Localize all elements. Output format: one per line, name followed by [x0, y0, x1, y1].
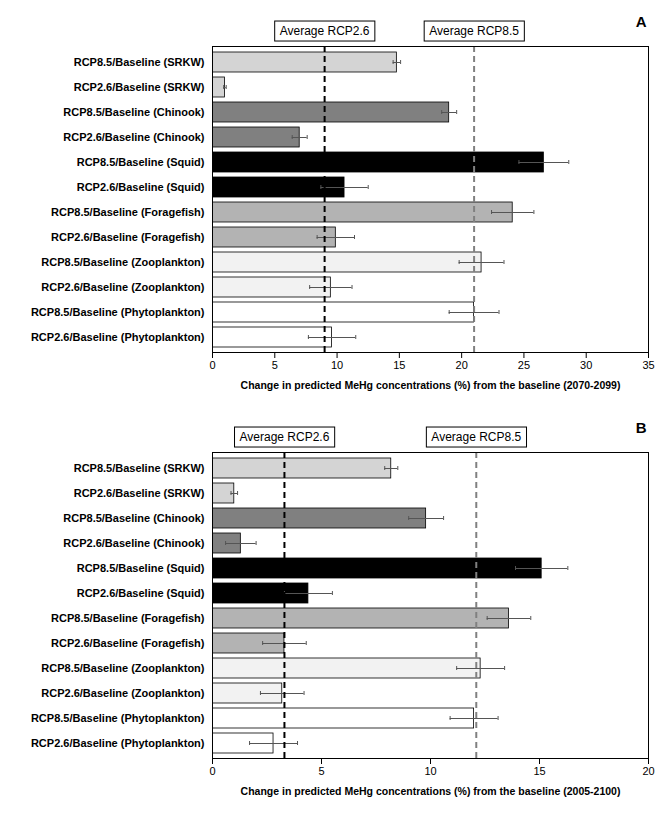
svg-text:RCP8.5/Baseline (Squid): RCP8.5/Baseline (Squid) — [77, 562, 205, 574]
svg-text:Average RCP2.6: Average RCP2.6 — [280, 24, 370, 38]
svg-text:Average RCP8.5: Average RCP8.5 — [431, 430, 521, 444]
svg-text:10: 10 — [424, 765, 436, 777]
svg-text:RCP8.5/Baseline (Squid): RCP8.5/Baseline (Squid) — [77, 156, 205, 168]
svg-text:RCP2.6/Baseline (Squid): RCP2.6/Baseline (Squid) — [77, 181, 205, 193]
svg-text:RCP2.6/Baseline (Zooplankton): RCP2.6/Baseline (Zooplankton) — [41, 281, 205, 293]
svg-text:A: A — [636, 13, 647, 30]
svg-text:RCP2.6/Baseline (Chinook): RCP2.6/Baseline (Chinook) — [63, 131, 205, 143]
svg-text:20: 20 — [456, 359, 468, 371]
svg-text:20: 20 — [642, 765, 654, 777]
svg-text:RCP2.6/Baseline (SRKW): RCP2.6/Baseline (SRKW) — [74, 81, 205, 93]
svg-text:RCP2.6/Baseline (Squid): RCP2.6/Baseline (Squid) — [77, 587, 205, 599]
svg-text:5: 5 — [272, 359, 278, 371]
svg-text:RCP2.6/Baseline (Zooplankton): RCP2.6/Baseline (Zooplankton) — [41, 687, 205, 699]
svg-text:RCP8.5/Baseline (Chinook): RCP8.5/Baseline (Chinook) — [63, 106, 205, 118]
svg-text:RCP8.5/Baseline (Foragefish): RCP8.5/Baseline (Foragefish) — [51, 612, 205, 624]
svg-text:RCP8.5/Baseline (Zooplankton): RCP8.5/Baseline (Zooplankton) — [41, 256, 205, 268]
svg-text:RCP8.5/Baseline (SRKW): RCP8.5/Baseline (SRKW) — [74, 56, 205, 68]
svg-text:RCP2.6/Baseline (Foragefish): RCP2.6/Baseline (Foragefish) — [51, 231, 205, 243]
svg-text:30: 30 — [580, 359, 592, 371]
svg-text:B: B — [636, 419, 647, 436]
svg-text:35: 35 — [642, 359, 654, 371]
svg-text:RCP2.6/Baseline (Foragefish): RCP2.6/Baseline (Foragefish) — [51, 637, 205, 649]
svg-text:RCP8.5/Baseline (Chinook): RCP8.5/Baseline (Chinook) — [63, 512, 205, 524]
svg-text:RCP8.5/Baseline (Phytoplankton: RCP8.5/Baseline (Phytoplankton) — [31, 712, 205, 724]
svg-text:RCP2.6/Baseline (SRKW): RCP2.6/Baseline (SRKW) — [74, 487, 205, 499]
svg-text:Average RCP8.5: Average RCP8.5 — [429, 24, 519, 38]
svg-text:25: 25 — [518, 359, 530, 371]
svg-text:Change in predicted MeHg conce: Change in predicted MeHg concentrations … — [241, 379, 621, 391]
svg-text:Average RCP2.6: Average RCP2.6 — [240, 430, 330, 444]
svg-text:RCP2.6/Baseline (Phytoplankton: RCP2.6/Baseline (Phytoplankton) — [31, 331, 205, 343]
svg-text:0: 0 — [209, 765, 215, 777]
svg-text:15: 15 — [393, 359, 405, 371]
svg-text:RCP8.5/Baseline (Foragefish): RCP8.5/Baseline (Foragefish) — [51, 206, 205, 218]
svg-text:RCP2.6/Baseline (Phytoplankton: RCP2.6/Baseline (Phytoplankton) — [31, 737, 205, 749]
svg-text:5: 5 — [318, 765, 324, 777]
svg-text:Change in predicted MeHg conce: Change in predicted MeHg concentrations … — [241, 785, 621, 797]
svg-text:0: 0 — [209, 359, 215, 371]
svg-text:RCP8.5/Baseline (Zooplankton): RCP8.5/Baseline (Zooplankton) — [41, 662, 205, 674]
svg-text:15: 15 — [533, 765, 545, 777]
svg-text:RCP8.5/Baseline (Phytoplankton: RCP8.5/Baseline (Phytoplankton) — [31, 306, 205, 318]
svg-text:RCP8.5/Baseline (SRKW): RCP8.5/Baseline (SRKW) — [74, 462, 205, 474]
svg-text:10: 10 — [331, 359, 343, 371]
svg-text:RCP2.6/Baseline (Chinook): RCP2.6/Baseline (Chinook) — [63, 537, 205, 549]
